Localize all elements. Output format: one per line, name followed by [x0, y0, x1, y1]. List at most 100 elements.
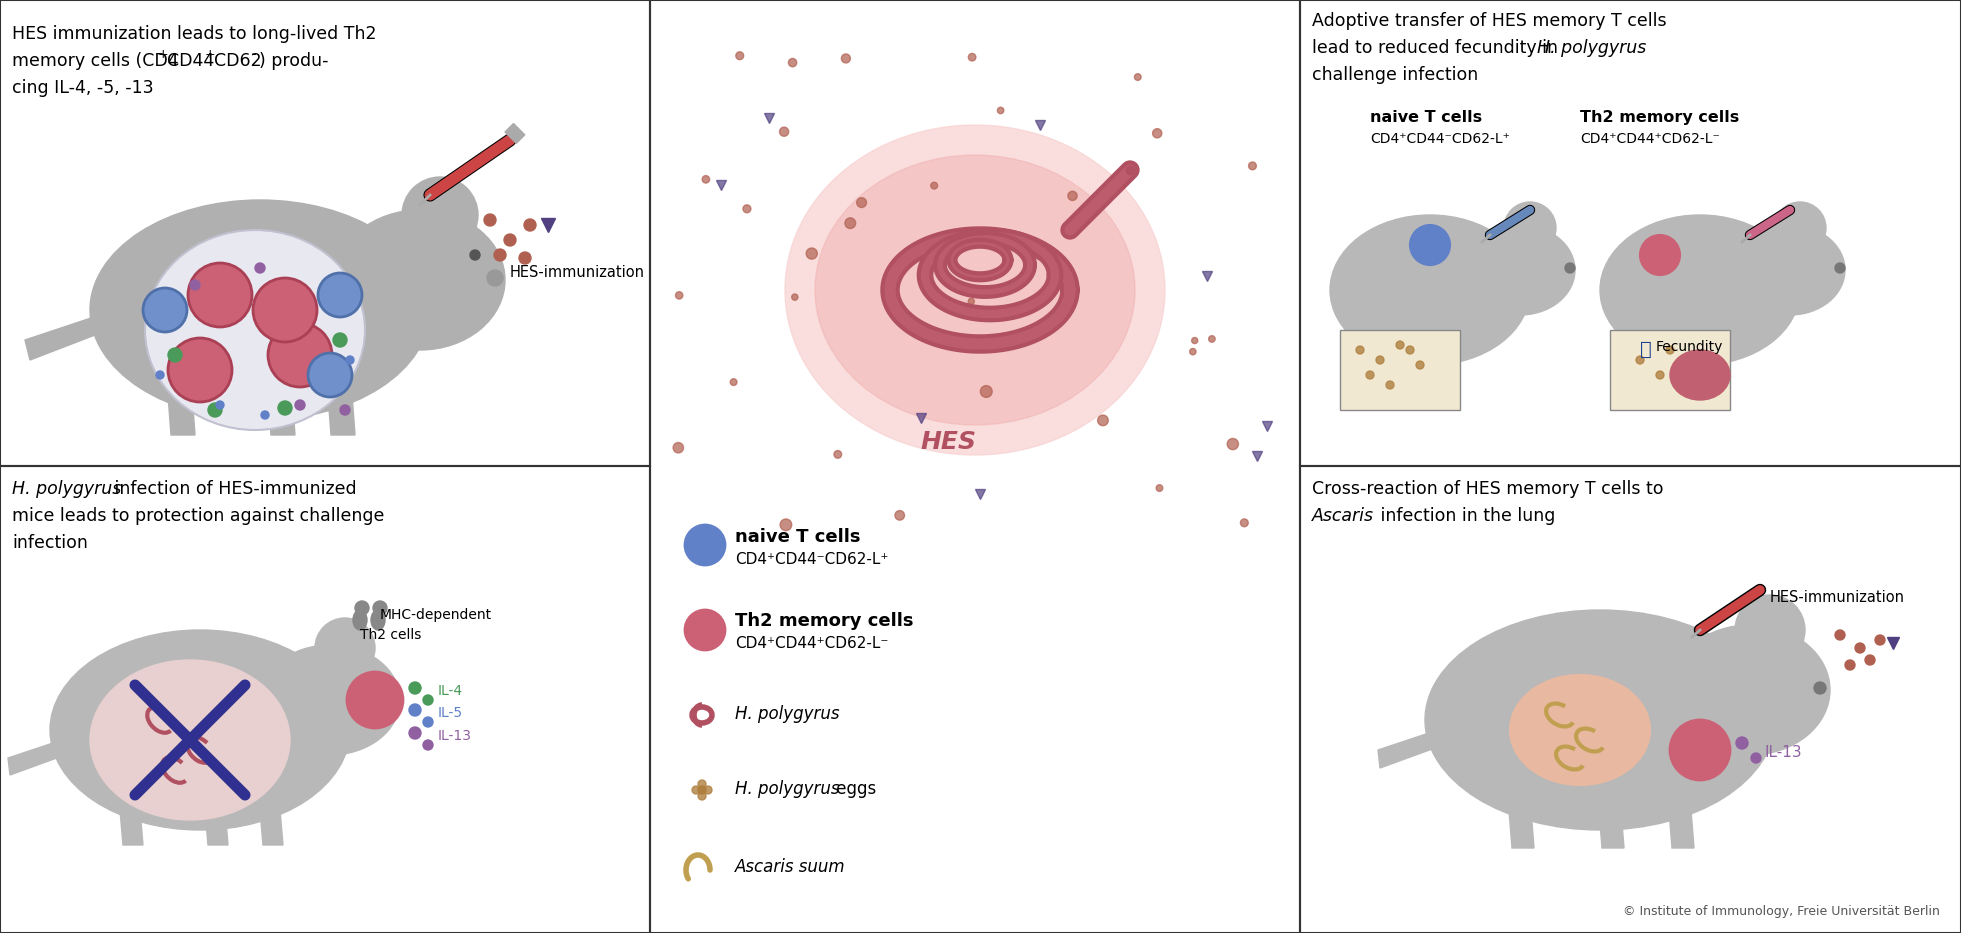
Circle shape [969, 299, 975, 304]
Circle shape [729, 379, 737, 385]
Circle shape [190, 280, 200, 290]
Circle shape [1735, 595, 1804, 665]
Text: Cross-reaction of HES memory T cells to: Cross-reaction of HES memory T cells to [1312, 480, 1663, 498]
Text: Adoptive transfer of HES memory T cells: Adoptive transfer of HES memory T cells [1312, 12, 1667, 30]
Circle shape [704, 786, 712, 794]
Circle shape [857, 198, 867, 207]
Text: © Institute of Immunology, Freie Universität Berlin: © Institute of Immunology, Freie Univers… [1624, 905, 1939, 918]
Bar [0, 0, 649, 466]
Text: H. polygyrus: H. polygyrus [735, 780, 839, 798]
Circle shape [980, 385, 992, 397]
Ellipse shape [1671, 350, 1730, 400]
Text: infection in the lung: infection in the lung [1375, 507, 1555, 525]
Circle shape [188, 263, 253, 327]
Text: lead to reduced fecundity in: lead to reduced fecundity in [1312, 39, 1563, 57]
Circle shape [698, 792, 706, 800]
Text: -: - [251, 48, 255, 61]
Text: H. polygyrus: H. polygyrus [12, 480, 122, 498]
Circle shape [673, 442, 684, 453]
Text: HES immunization leads to long-lived Th2: HES immunization leads to long-lived Th2 [12, 25, 377, 43]
Circle shape [169, 348, 182, 362]
Circle shape [216, 401, 224, 409]
Circle shape [698, 780, 706, 788]
Circle shape [169, 338, 231, 402]
Text: MHC-dependent: MHC-dependent [380, 608, 492, 622]
Circle shape [1814, 682, 1826, 694]
Circle shape [743, 205, 751, 213]
Circle shape [1069, 191, 1077, 201]
Circle shape [1416, 361, 1424, 369]
Circle shape [845, 217, 855, 229]
Text: CD4⁺CD44⁻CD62-L⁺: CD4⁺CD44⁻CD62-L⁺ [1371, 132, 1510, 146]
Circle shape [1249, 162, 1257, 170]
Text: IL-13: IL-13 [1765, 745, 1802, 760]
Text: memory cells (CD4: memory cells (CD4 [12, 52, 178, 70]
Polygon shape [1669, 810, 1694, 848]
Circle shape [1377, 356, 1384, 364]
Text: CD4⁺CD44⁻CD62-L⁺: CD4⁺CD44⁻CD62-L⁺ [735, 552, 888, 567]
Circle shape [1098, 415, 1108, 425]
Circle shape [1667, 346, 1675, 354]
Circle shape [261, 411, 269, 419]
Text: Th2 cells: Th2 cells [361, 628, 422, 642]
Circle shape [255, 263, 265, 273]
Circle shape [378, 692, 390, 704]
Circle shape [1153, 129, 1161, 138]
Circle shape [308, 353, 353, 397]
Circle shape [143, 288, 186, 332]
Text: challenge infection: challenge infection [1312, 66, 1479, 84]
Polygon shape [261, 810, 282, 845]
Circle shape [424, 717, 433, 727]
Circle shape [402, 177, 478, 253]
Ellipse shape [49, 630, 349, 830]
Circle shape [1190, 348, 1196, 355]
Circle shape [1835, 263, 1845, 273]
Circle shape [333, 333, 347, 347]
Text: HES: HES [920, 430, 977, 454]
Text: Fecundity: Fecundity [1655, 340, 1724, 354]
Circle shape [278, 401, 292, 415]
Text: Ascaris suum: Ascaris suum [735, 858, 845, 876]
Ellipse shape [1735, 225, 1845, 315]
Text: Th2 memory cells: Th2 memory cells [735, 612, 914, 630]
Circle shape [684, 610, 726, 650]
Circle shape [702, 175, 710, 183]
Bar [649, 0, 1300, 933]
Circle shape [373, 601, 386, 615]
Circle shape [1565, 263, 1575, 273]
Polygon shape [206, 810, 227, 845]
Polygon shape [269, 395, 294, 435]
Circle shape [1208, 336, 1216, 342]
Circle shape [339, 405, 349, 415]
Circle shape [692, 786, 700, 794]
Circle shape [1671, 720, 1730, 780]
Circle shape [157, 371, 165, 379]
Text: +: + [159, 48, 169, 61]
Circle shape [1855, 643, 1865, 653]
Text: ⓘ: ⓘ [1639, 340, 1651, 359]
Ellipse shape [335, 210, 506, 350]
Polygon shape [1510, 810, 1534, 848]
Circle shape [486, 270, 504, 286]
Polygon shape [1598, 810, 1624, 848]
Polygon shape [169, 395, 194, 435]
Ellipse shape [90, 200, 429, 420]
Circle shape [1241, 519, 1249, 527]
Circle shape [1865, 655, 1875, 665]
Circle shape [347, 672, 404, 728]
Text: naive T cells: naive T cells [1371, 110, 1483, 125]
Ellipse shape [371, 610, 384, 630]
Circle shape [735, 51, 743, 60]
Circle shape [253, 278, 318, 342]
Text: CD4⁺CD44⁺CD62-L⁻: CD4⁺CD44⁺CD62-L⁻ [1581, 132, 1720, 146]
Circle shape [424, 695, 433, 705]
Circle shape [494, 249, 506, 261]
Ellipse shape [1671, 625, 1830, 755]
Circle shape [208, 403, 222, 417]
Circle shape [1192, 338, 1198, 343]
Text: Th2 memory cells: Th2 memory cells [1581, 110, 1739, 125]
Ellipse shape [1465, 225, 1575, 315]
Circle shape [1751, 753, 1761, 763]
Circle shape [894, 510, 904, 521]
Circle shape [698, 786, 706, 794]
